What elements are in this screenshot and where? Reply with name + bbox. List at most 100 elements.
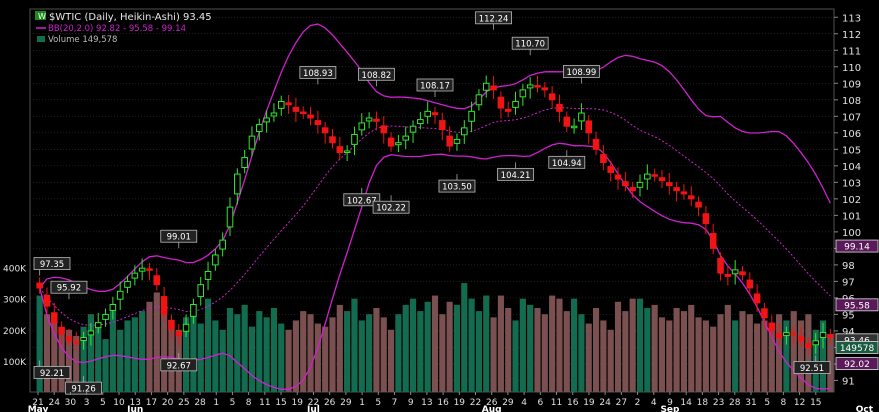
candle-body [578,112,585,122]
candle-body [753,293,761,304]
candle-body [739,271,746,276]
month-label: May [28,405,49,412]
volume-bar [146,301,153,392]
volume-bar [300,311,307,392]
volume-bar [468,298,475,392]
volume-tick-label: 200K [3,327,27,337]
candle-body [146,268,153,271]
candle-body [439,120,446,131]
candle-body [380,125,388,134]
candle-body [497,96,505,109]
axis-badge [835,239,879,253]
date-tick-label: 18 [697,398,709,408]
volume-bar [285,329,292,392]
bb-upper-band [39,23,831,292]
volume-bar [241,304,248,392]
candle-body [461,127,468,136]
volume-bar [366,314,373,392]
date-tick-label: 21 [32,398,43,408]
date-tick-label: 1 [359,398,365,408]
candle-body [585,120,593,134]
volume-bar [117,329,124,392]
candle-body [65,336,73,342]
volume-bar [65,329,73,392]
candle-body [365,117,373,122]
axis-badge [835,357,879,371]
volume-bar [622,311,629,392]
volume-bar [768,323,775,392]
price-tick-label: 110 [842,63,861,74]
candle-body [402,135,409,141]
candle-body [629,187,636,192]
volume-bar [417,311,424,392]
candle-body [336,146,344,154]
volume-bar [409,298,417,392]
month-label: Jul [306,405,320,412]
volume-bar [688,304,695,392]
date-tick-label: 26 [324,398,336,408]
date-tick-label: 13 [129,398,140,408]
volume-bar [732,320,739,392]
date-tick-label: 28 [729,398,741,408]
candle-body [314,120,322,126]
month-label: Sep [660,405,680,412]
price-tick-label: 91 [842,376,855,387]
candle-body [812,340,819,346]
candle-body [138,267,146,272]
volume-bar [124,320,131,392]
annotation-box [475,11,512,25]
date-tick-label: 9 [408,398,414,408]
volume-bar [212,320,219,392]
date-tick-label: 11 [551,398,562,408]
candle-body [102,313,109,320]
volume-bar [519,298,526,392]
volume-bar [724,304,731,392]
date-tick-label: 16 [567,398,579,408]
date-tick-label: 25 [178,398,189,408]
annotation-label: 103.50 [442,183,472,193]
candles [36,75,834,355]
price-tick-label: 98 [842,261,855,272]
volume-bar [109,311,116,392]
annotation-box [793,361,831,374]
candle-body [600,154,607,164]
candle-body [51,312,58,324]
date-tick-label: 5 [230,398,236,408]
volume-bar [776,314,783,392]
price-tick-label: 106 [842,129,861,140]
candle-body [175,331,183,337]
date-tick-label: 13 [421,398,432,408]
volume-bar [453,304,461,392]
annotation-box [160,229,198,243]
price-tick-label: 97 [842,277,855,288]
volume-bar [644,308,651,392]
price-annotations: 97.35 95.92 92.21 91.26 99.01 92.67 108.93 102.… [33,11,831,395]
candle-body [226,206,234,228]
price-tick-label: 94 [842,327,855,338]
price-tick-label: 109 [842,79,861,90]
candle-body [263,117,270,123]
price-tick-label: 100 [842,228,861,239]
month-label: Jun [126,405,143,412]
price-tick-label: 104 [842,162,861,173]
date-tick-label: 26 [486,398,498,408]
date-tick-label: 23 [713,398,724,408]
volume-bar [190,314,197,392]
volume-bar [248,326,256,392]
volume-bar [58,332,65,392]
candle-body [43,294,51,307]
date-tick-label: 19 [454,398,466,408]
date-tick-label: 15 [275,398,286,408]
candle-body [746,279,754,289]
volume-bar [336,304,343,392]
annotation-box [372,200,410,214]
candle-body [687,195,695,200]
candle-body [72,340,80,344]
candle-body [168,319,175,330]
date-tick-label: 22 [308,398,319,408]
price-tick-label: 111 [842,46,861,57]
volume-bar [512,320,519,392]
axis-badge-label: 92.02 [844,360,870,370]
date-tick-label: 29 [340,398,352,408]
